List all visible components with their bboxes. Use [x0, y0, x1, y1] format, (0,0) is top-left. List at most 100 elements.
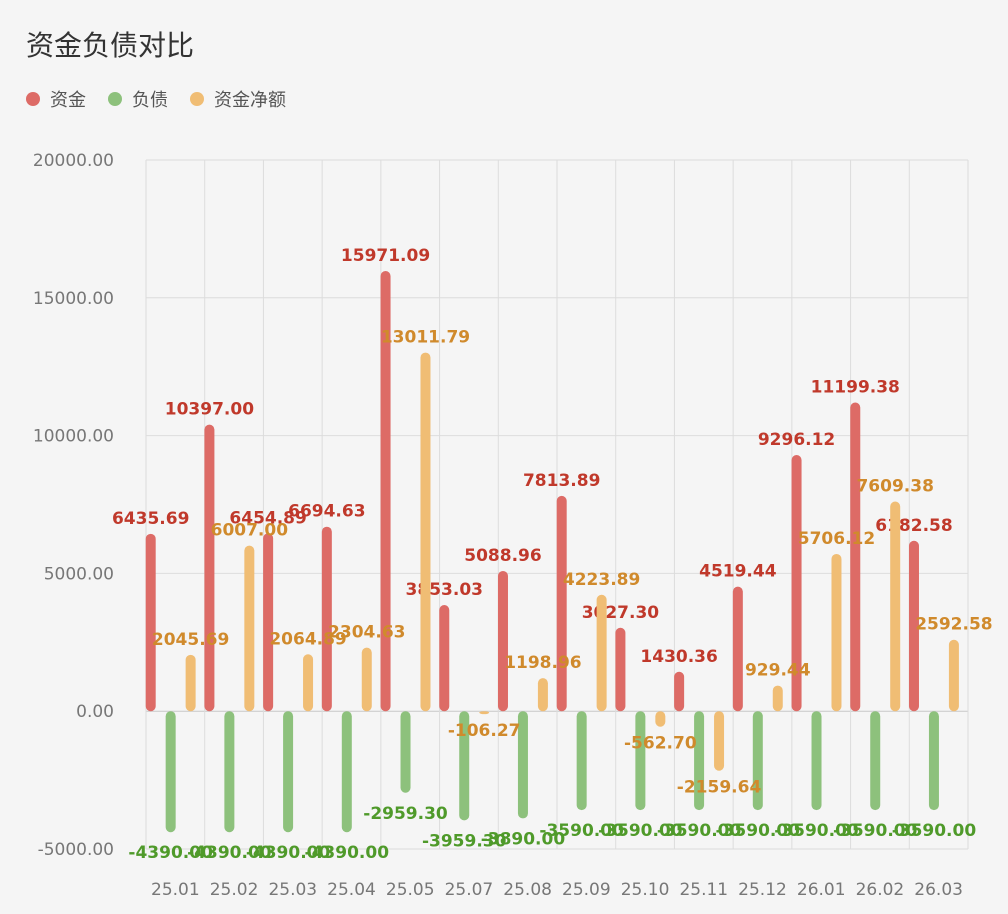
y-tick-label: 0.00 — [76, 702, 114, 722]
data-label: -3590.00 — [892, 821, 977, 841]
data-label: -3590.00 — [833, 821, 918, 841]
data-label: -3590.00 — [657, 821, 742, 841]
data-label: 11199.38 — [811, 378, 900, 398]
bar-liabilities — [165, 711, 176, 833]
bar-net — [479, 711, 490, 715]
legend: 资金 负债 资金净额 — [26, 86, 286, 112]
legend-dot-liabilities — [108, 92, 122, 106]
x-tick-label: 25.03 — [268, 880, 317, 900]
x-tick-label: 25.07 — [445, 880, 494, 900]
bar-net — [948, 639, 959, 712]
bar-net — [831, 553, 842, 712]
bar-net — [596, 594, 607, 712]
bar-funds — [145, 533, 156, 712]
data-label: 5088.96 — [464, 546, 541, 566]
legend-item-liabilities[interactable]: 负债 — [108, 86, 168, 112]
y-tick-label: 10000.00 — [33, 427, 114, 447]
x-tick-label: 26.02 — [856, 880, 905, 900]
data-label: 1198.96 — [504, 653, 581, 673]
data-label: 15971.09 — [341, 246, 430, 266]
bar-liabilities — [459, 711, 470, 821]
bar-liabilities — [752, 711, 763, 811]
bar-funds — [321, 526, 332, 712]
bar-liabilities — [341, 711, 352, 833]
data-label: -4390.00 — [305, 843, 390, 863]
data-label: 3027.30 — [582, 603, 660, 623]
legend-label-liabilities: 负债 — [132, 90, 168, 111]
bar-funds — [439, 605, 450, 712]
data-label: -3959.30 — [422, 831, 507, 851]
bar-funds — [263, 533, 274, 712]
legend-dot-funds — [26, 92, 40, 106]
data-label: -3590.00 — [539, 821, 624, 841]
bar-net — [537, 678, 548, 712]
data-label: 10397.00 — [165, 400, 254, 420]
data-label: -4390.00 — [128, 843, 213, 863]
bar-net — [655, 711, 666, 727]
data-label: 7813.89 — [523, 471, 600, 491]
x-tick-label: 25.02 — [210, 880, 259, 900]
data-label: 4519.44 — [699, 562, 777, 582]
data-label: 6454.89 — [229, 508, 306, 528]
data-label: -3590.00 — [774, 821, 859, 841]
legend-item-funds[interactable]: 资金 — [26, 86, 86, 112]
data-label: -106.27 — [448, 721, 521, 741]
x-tick-label: 25.08 — [503, 880, 552, 900]
data-label: 9296.12 — [758, 430, 835, 450]
y-tick-label: 15000.00 — [33, 289, 114, 309]
bar-funds — [732, 586, 743, 712]
x-tick-label: 25.10 — [621, 880, 670, 900]
legend-dot-net — [190, 92, 204, 106]
bar-funds — [791, 454, 802, 712]
bar-net — [303, 654, 314, 712]
bar-net — [890, 501, 901, 712]
bar-funds — [908, 540, 919, 712]
bar-liabilities — [283, 711, 294, 833]
chart-title: 资金负债对比 — [26, 29, 195, 62]
bar-liabilities — [400, 711, 411, 793]
bar-net — [361, 647, 372, 712]
bar-funds — [204, 424, 215, 712]
x-tick-label: 26.01 — [797, 880, 846, 900]
data-label: 3853.03 — [406, 580, 483, 600]
bar-funds — [615, 627, 626, 712]
data-label: -3590.00 — [598, 821, 683, 841]
bar-liabilities — [811, 711, 822, 811]
y-tick-label: 5000.00 — [44, 564, 114, 584]
y-tick-label: -5000.00 — [38, 840, 114, 860]
data-label: -4390.00 — [187, 843, 272, 863]
y-tick-label: 20000.00 — [33, 151, 114, 171]
data-label: -2959.30 — [363, 804, 448, 824]
bar-net — [772, 685, 783, 712]
data-label: -2159.64 — [677, 778, 762, 798]
data-label: 13011.79 — [381, 328, 470, 348]
bar-liabilities — [576, 711, 587, 811]
bar-net — [244, 545, 255, 712]
legend-item-net[interactable]: 资金净额 — [190, 86, 286, 112]
bar-funds — [497, 570, 508, 712]
data-label: 2304.63 — [328, 623, 405, 643]
data-label: 6694.63 — [288, 502, 365, 522]
bar-funds — [850, 402, 861, 712]
x-tick-label: 25.09 — [562, 880, 611, 900]
x-tick-label: 25.12 — [738, 880, 787, 900]
legend-label-funds: 资金 — [50, 90, 86, 111]
data-label: 5706.12 — [798, 529, 875, 549]
bar-liabilities — [928, 711, 939, 811]
x-tick-label: 25.01 — [151, 880, 200, 900]
bar-net — [420, 352, 431, 712]
data-label: -562.70 — [624, 734, 697, 754]
bar-liabilities — [517, 711, 528, 819]
data-label: 1430.36 — [640, 647, 717, 667]
data-label: 929.44 — [745, 661, 811, 681]
bar-funds — [674, 671, 685, 712]
data-label: 7609.38 — [856, 476, 933, 496]
bar-funds — [380, 271, 391, 712]
data-label: 6182.58 — [875, 516, 952, 536]
x-tick-label: 25.04 — [327, 880, 376, 900]
data-label: -3590.00 — [716, 821, 801, 841]
bar-net — [185, 654, 196, 712]
data-label: -3890.00 — [481, 829, 566, 849]
data-label: 2064.89 — [269, 629, 346, 649]
